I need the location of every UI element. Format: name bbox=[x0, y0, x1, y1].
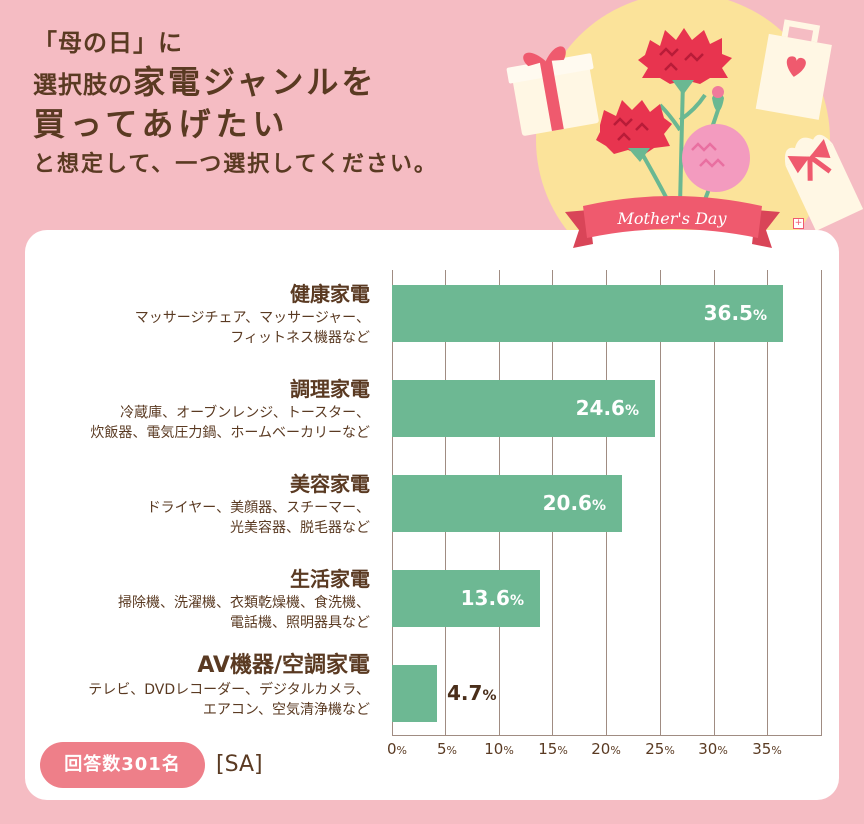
gridline bbox=[660, 270, 661, 736]
gridline bbox=[821, 270, 822, 736]
bar-chart-plot: 36.5% 24.6% 20.6% 13.6% 4.7% bbox=[392, 270, 822, 736]
category-label-living: 生活家電 掃除機、洗濯機、衣類乾燥機、食洗機、 電話機、照明器具など bbox=[30, 567, 370, 633]
x-tick-label: 5% bbox=[437, 740, 457, 758]
heading-line-2-prefix: 選択肢の bbox=[33, 71, 133, 99]
category-examples: 冷蔵庫、オーブンレンジ、トースター、 bbox=[120, 405, 370, 421]
category-label-beauty: 美容家電 ドライヤー、美顔器、スチーマー、 光美容器、脱毛器など bbox=[30, 472, 370, 538]
x-tick-label: 0% bbox=[387, 740, 407, 758]
bar-beauty: 20.6% bbox=[392, 475, 622, 532]
mothers-day-illustration bbox=[506, 0, 864, 260]
category-name: 調理家電 bbox=[290, 377, 370, 401]
bar-value-label: 36.5% bbox=[703, 301, 767, 325]
category-examples: フィットネス機器など bbox=[230, 330, 370, 346]
x-tick-label: 10% bbox=[484, 740, 514, 758]
x-tick-label: 30% bbox=[698, 740, 728, 758]
heading-line-4: と想定して、一つ選択してください。 bbox=[33, 152, 438, 177]
category-examples: マッサージチェア、マッサージャー、 bbox=[134, 310, 370, 326]
ribbon-text: Mother's Day bbox=[617, 209, 728, 228]
x-tick-label: 35% bbox=[752, 740, 782, 758]
shopping-bag-icon bbox=[755, 19, 832, 120]
expand-icon[interactable]: + bbox=[793, 218, 804, 229]
bar-living: 13.6% bbox=[392, 570, 540, 627]
question-heading: 「母の日」に 選択肢の家電ジャンルを 買ってあげたい と想定して、一つ選択してく… bbox=[33, 28, 438, 183]
category-examples: 光美容器、脱毛器など bbox=[230, 520, 370, 536]
heading-line-2: 選択肢の家電ジャンルを bbox=[33, 62, 438, 105]
bar-health: 36.5% bbox=[392, 285, 783, 342]
category-name: 健康家電 bbox=[290, 282, 370, 306]
answer-type-label: [SA] bbox=[216, 752, 263, 777]
gridline bbox=[767, 270, 768, 736]
category-name: 美容家電 bbox=[290, 472, 370, 496]
category-name: AV機器/空調家電 bbox=[197, 653, 370, 678]
bar-value-label: 13.6% bbox=[460, 586, 524, 610]
gridline bbox=[714, 270, 715, 736]
x-tick-label: 15% bbox=[538, 740, 568, 758]
bar-av-aircon bbox=[392, 665, 437, 722]
pink-carnation-icon bbox=[682, 124, 750, 192]
x-tick-label: 20% bbox=[591, 740, 621, 758]
mothers-day-ribbon: Mother's Day bbox=[565, 196, 780, 248]
bar-value-label: 24.6% bbox=[575, 396, 639, 420]
x-axis-line bbox=[392, 735, 822, 736]
bar-cooking: 24.6% bbox=[392, 380, 655, 437]
respondents-badge: 回答数301名 bbox=[40, 742, 205, 788]
category-examples: 電話機、照明器具など bbox=[230, 615, 370, 631]
category-examples: 炊飯器、電気圧力鍋、ホームベーカリーなど bbox=[90, 425, 370, 441]
category-label-cooking: 調理家電 冷蔵庫、オーブンレンジ、トースター、 炊飯器、電気圧力鍋、ホームベーカ… bbox=[30, 377, 370, 443]
heading-line-3: 買ってあげたい bbox=[33, 105, 290, 143]
red-carnation-icon bbox=[596, 100, 672, 162]
category-name: 生活家電 bbox=[290, 567, 370, 591]
gift-box-icon bbox=[506, 46, 599, 136]
category-examples: テレビ、DVDレコーダー、デジタルカメラ、 bbox=[88, 682, 370, 698]
red-carnation-icon bbox=[638, 28, 732, 95]
category-examples: ドライヤー、美顔器、スチーマー、 bbox=[146, 500, 370, 516]
gift-pouch-icon bbox=[784, 134, 864, 232]
category-label-health: 健康家電 マッサージチェア、マッサージャー、 フィットネス機器など bbox=[30, 282, 370, 348]
bar-value-label: 4.7% bbox=[447, 681, 497, 705]
category-label-av-aircon: AV機器/空調家電 テレビ、DVDレコーダー、デジタルカメラ、 エアコン、空気清… bbox=[30, 654, 370, 720]
heading-line-2-emphasis: 家電ジャンルを bbox=[133, 63, 377, 101]
heading-line-1: 「母の日」に bbox=[33, 29, 183, 57]
category-examples: 掃除機、洗濯機、衣類乾燥機、食洗機、 bbox=[118, 595, 370, 611]
carnation-bud-icon bbox=[712, 86, 724, 112]
category-examples: エアコン、空気清浄機など bbox=[202, 702, 370, 718]
bar-value-label: 20.6% bbox=[542, 491, 606, 515]
x-tick-label: 25% bbox=[645, 740, 675, 758]
